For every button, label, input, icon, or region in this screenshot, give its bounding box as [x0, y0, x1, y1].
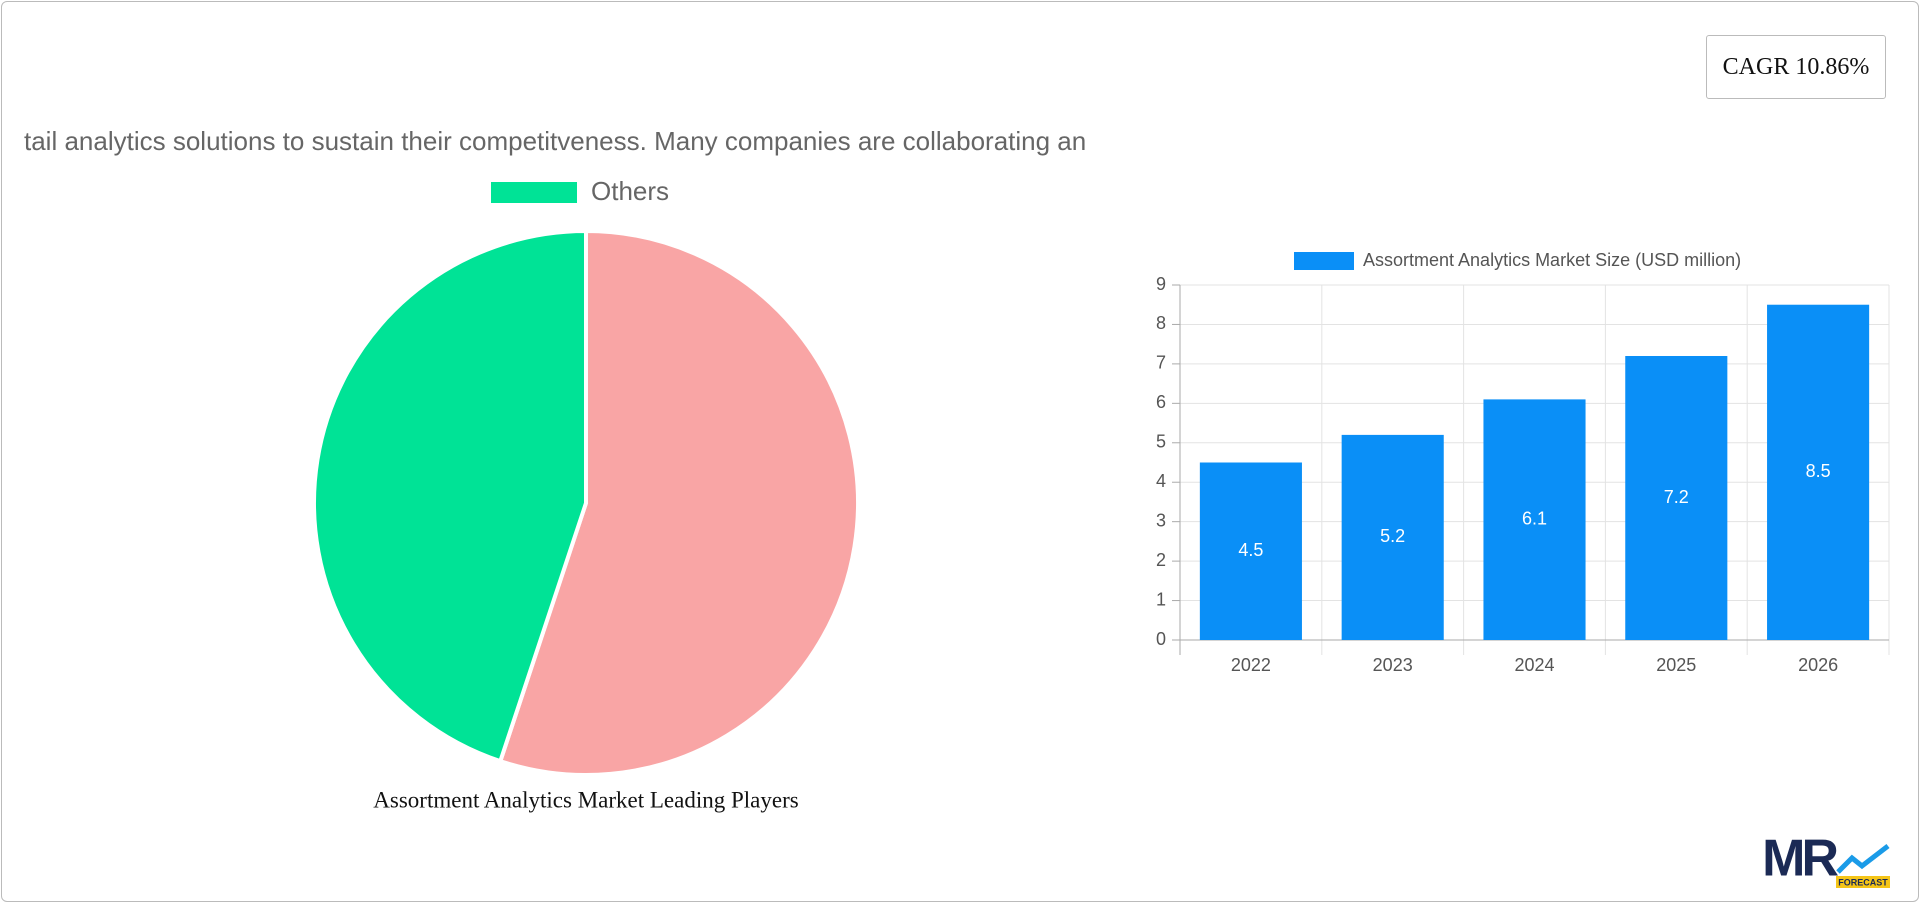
x-tick-label: 2023	[1373, 655, 1413, 675]
legend-label: Others	[591, 176, 669, 206]
y-tick-label: 9	[1156, 274, 1166, 294]
pie-slice	[312, 228, 588, 764]
x-tick-label: 2026	[1798, 655, 1838, 675]
bar	[1199, 462, 1302, 640]
y-tick-label: 4	[1156, 471, 1166, 491]
x-tick-label: 2022	[1231, 655, 1271, 675]
bar	[1341, 434, 1444, 640]
y-tick-label: 2	[1156, 550, 1166, 570]
y-tick-label: 0	[1156, 629, 1166, 649]
legend-swatch	[1294, 252, 1354, 270]
y-tick-label: 1	[1156, 589, 1166, 609]
y-tick-label: 3	[1156, 510, 1166, 530]
chart-caption: Assortment Analytics Market Leading Play…	[373, 787, 798, 812]
legend-swatch	[491, 182, 577, 203]
logo-mark: MR	[1762, 830, 1838, 888]
description-text: tail analytics solutions to sustain thei…	[24, 126, 1087, 156]
y-tick-label: 6	[1156, 392, 1166, 412]
bar	[1483, 399, 1586, 640]
logo-sub: FORECAST	[1838, 877, 1888, 887]
cagr-badge: CAGR 10.86%	[1706, 35, 1886, 99]
pie-slice	[497, 228, 860, 777]
data-label: 7.2	[1664, 487, 1689, 507]
legend-label: Assortment Analytics Market Size (USD mi…	[1363, 250, 1741, 270]
bar	[1625, 356, 1728, 640]
data-label: 8.5	[1806, 461, 1831, 481]
data-label: 6.1	[1522, 508, 1547, 528]
x-tick-label: 2024	[1514, 655, 1554, 675]
y-tick-label: 8	[1156, 313, 1166, 333]
data-label: 5.2	[1380, 526, 1405, 546]
data-label: 4.5	[1238, 540, 1263, 560]
bar	[1767, 304, 1870, 640]
x-tick-label: 2025	[1656, 655, 1696, 675]
y-tick-label: 7	[1156, 353, 1166, 373]
y-tick-label: 5	[1156, 432, 1166, 452]
logo-arrow	[1836, 844, 1890, 874]
logo-band	[1836, 876, 1890, 888]
